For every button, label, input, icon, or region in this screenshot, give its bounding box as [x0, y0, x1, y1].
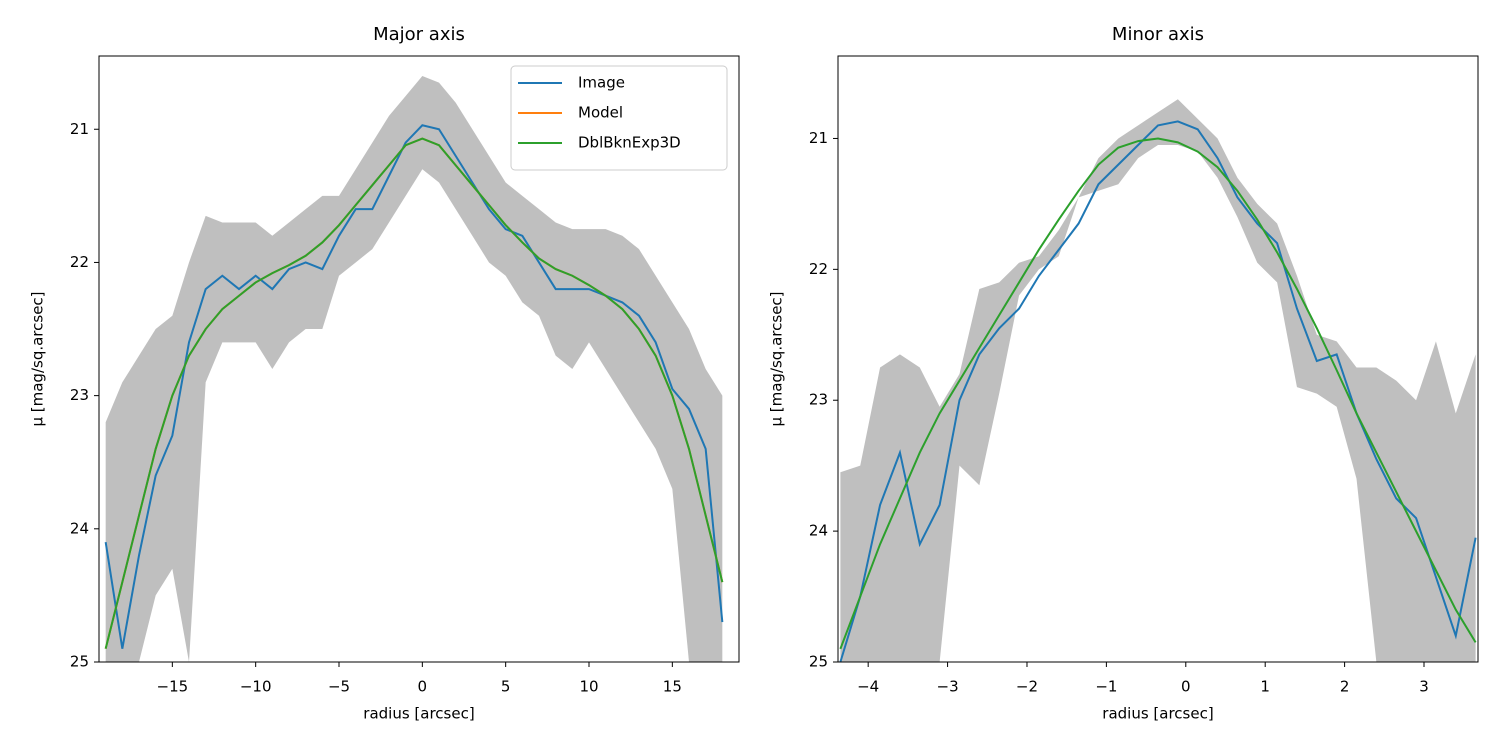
y-tick-label: 23: [70, 386, 89, 404]
chart-title: Major axis: [373, 24, 465, 45]
x-tick-label: 15: [663, 678, 682, 696]
x-tick-label: −1: [1095, 678, 1117, 696]
x-axis-label: radius [arcsec]: [363, 705, 474, 723]
x-tick-label: −2: [1016, 678, 1038, 696]
axes-frame: [837, 55, 1479, 663]
plot-area: [104, 75, 724, 662]
x-tick-label: 0: [418, 678, 428, 696]
plot-area: [839, 99, 1477, 662]
x-tick-label: 1: [1260, 678, 1270, 696]
y-tick-label: 25: [809, 653, 828, 671]
y-tick-label: 23: [809, 391, 828, 409]
x-tick-label: 3: [1419, 678, 1429, 696]
y-tick-label: 21: [809, 129, 828, 147]
series-line: [839, 120, 1477, 662]
y-tick-label: 22: [70, 253, 89, 271]
y-tick-label: 24: [809, 522, 828, 540]
legend-label: Model: [578, 104, 623, 122]
x-tick-label: 2: [1340, 678, 1350, 696]
y-axis-label: μ [mag/sq.arcsec]: [768, 291, 786, 426]
x-tick-label: −3: [937, 678, 959, 696]
series-line: [104, 124, 724, 649]
x-tick-label: 10: [579, 678, 598, 696]
axes-frame: [98, 55, 740, 663]
y-tick-label: 25: [70, 653, 89, 671]
x-tick-label: −15: [157, 678, 189, 696]
series-line: [839, 137, 1477, 650]
x-axis-label: radius [arcsec]: [1102, 705, 1213, 723]
y-tick-label: 21: [70, 120, 89, 138]
x-tick-label: −5: [328, 678, 350, 696]
y-axis-label: μ [mag/sq.arcsec]: [29, 291, 47, 426]
x-tick-label: 0: [1181, 678, 1191, 696]
legend-label: DblBknExp3D: [578, 134, 681, 152]
series-line: [104, 137, 724, 649]
x-tick-label: −10: [240, 678, 272, 696]
y-tick-label: 24: [70, 519, 89, 537]
y-tick-label: 22: [809, 260, 828, 278]
error-band: [840, 99, 1476, 662]
chart-title: Minor axis: [1112, 24, 1204, 45]
legend-label: Image: [578, 74, 625, 92]
x-tick-label: −4: [857, 678, 879, 696]
legend-box: [510, 65, 728, 171]
x-tick-label: 5: [501, 678, 511, 696]
